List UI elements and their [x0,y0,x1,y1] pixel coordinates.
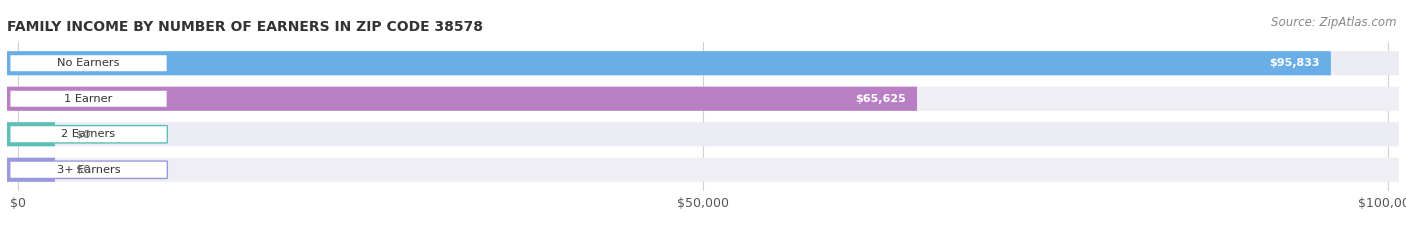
FancyBboxPatch shape [10,161,167,178]
FancyBboxPatch shape [7,51,1331,75]
Text: $95,833: $95,833 [1270,58,1320,68]
Text: 3+ Earners: 3+ Earners [56,165,121,175]
Text: 1 Earner: 1 Earner [65,94,112,104]
FancyBboxPatch shape [10,126,167,143]
FancyBboxPatch shape [7,51,1399,75]
FancyBboxPatch shape [7,122,55,146]
Text: FAMILY INCOME BY NUMBER OF EARNERS IN ZIP CODE 38578: FAMILY INCOME BY NUMBER OF EARNERS IN ZI… [7,20,484,34]
Text: No Earners: No Earners [58,58,120,68]
Text: 2 Earners: 2 Earners [62,129,115,139]
Text: $0: $0 [76,129,90,139]
Text: Source: ZipAtlas.com: Source: ZipAtlas.com [1271,16,1396,29]
FancyBboxPatch shape [7,87,1399,111]
FancyBboxPatch shape [10,90,167,107]
Text: $65,625: $65,625 [855,94,905,104]
FancyBboxPatch shape [7,158,1399,182]
FancyBboxPatch shape [7,158,55,182]
Text: $0: $0 [76,165,90,175]
FancyBboxPatch shape [10,55,167,72]
FancyBboxPatch shape [7,87,917,111]
FancyBboxPatch shape [7,122,1399,146]
